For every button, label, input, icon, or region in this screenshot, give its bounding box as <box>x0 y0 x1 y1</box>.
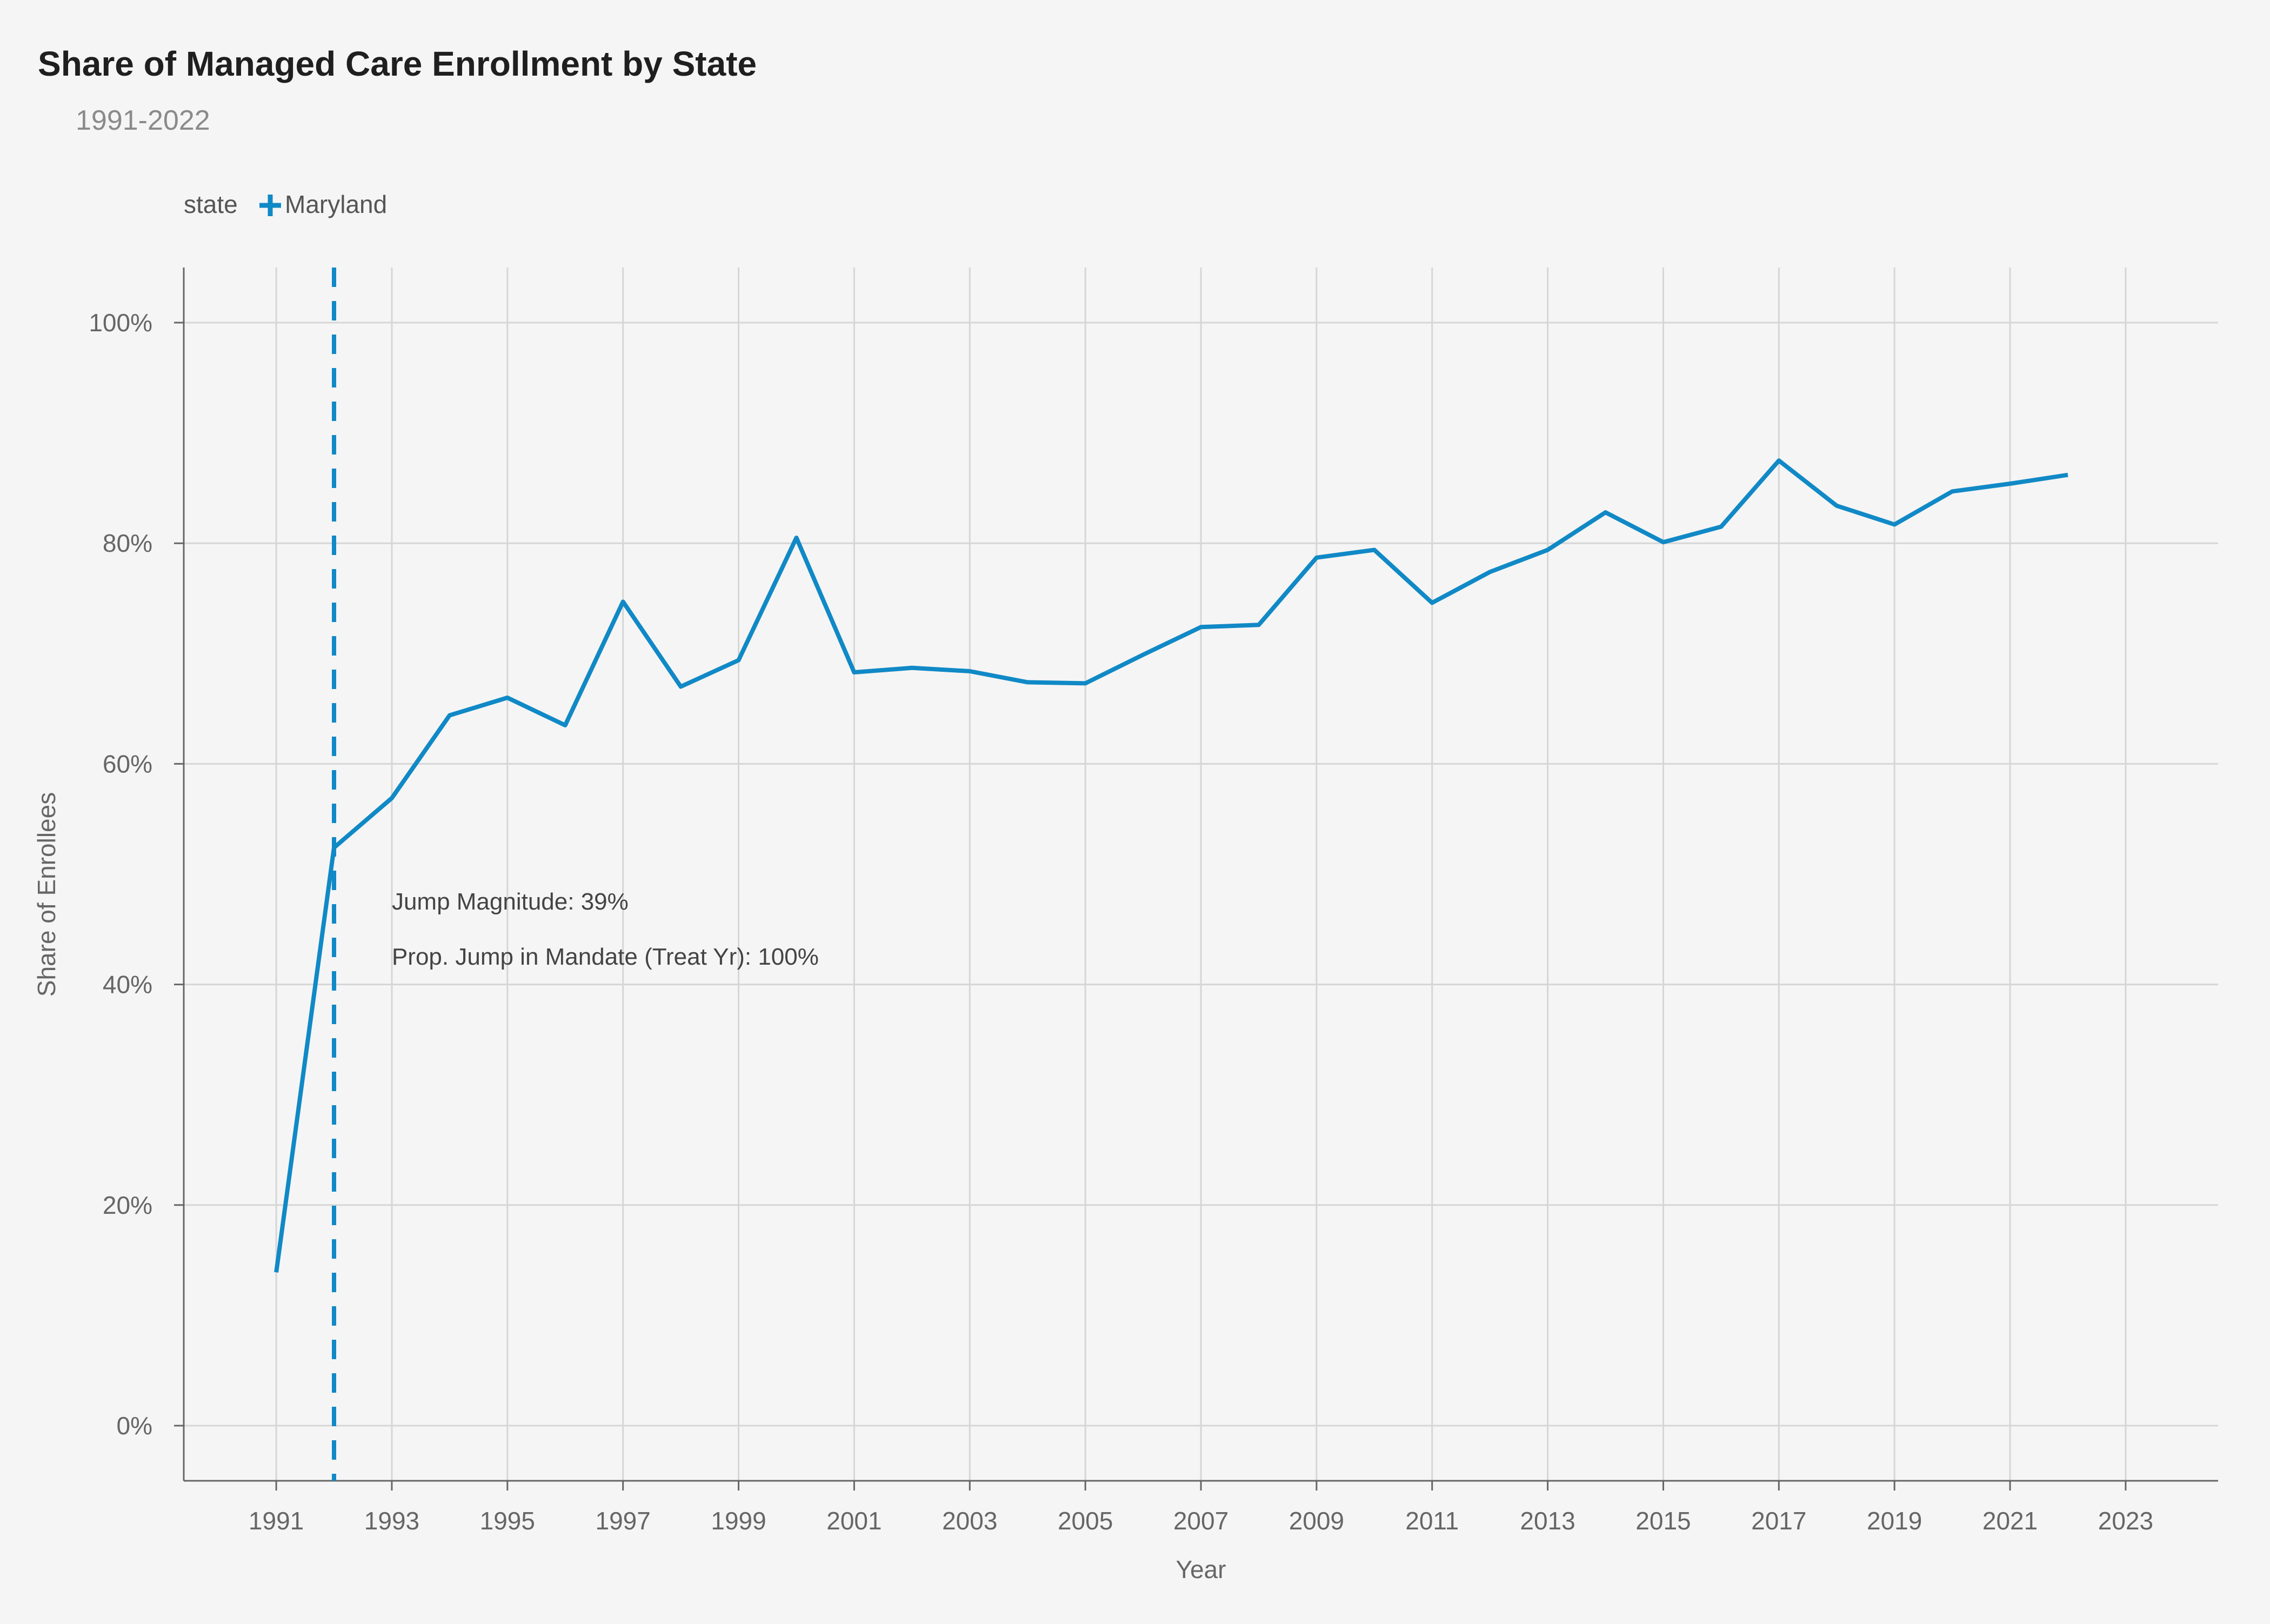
x-tick-label: 2009 <box>1289 1507 1344 1535</box>
x-tick-label: 1999 <box>711 1507 766 1535</box>
chart-title: Share of Managed Care Enrollment by Stat… <box>38 44 757 83</box>
x-tick-label: 2011 <box>1405 1507 1459 1535</box>
x-tick-label: 2015 <box>1635 1507 1691 1535</box>
y-axis-ticks: 0% 20% 40% 60% 80% 100% <box>89 309 184 1440</box>
x-tick-label: 2021 <box>1982 1507 2038 1535</box>
y-tick-label: 20% <box>103 1191 152 1219</box>
legend-marker <box>259 195 281 216</box>
series-layer <box>274 458 2068 1273</box>
y-axis-label: Share of Enrollees <box>32 792 61 997</box>
x-tick-label: 2001 <box>826 1507 882 1535</box>
y-tick-label: 40% <box>103 971 152 999</box>
legend: state Maryland <box>184 190 387 218</box>
legend-label: Maryland <box>285 190 387 218</box>
x-tick-label: 1993 <box>364 1507 419 1535</box>
x-tick-label: 2019 <box>1867 1507 1922 1535</box>
y-tick-label: 60% <box>103 750 152 778</box>
y-tick-label: 0% <box>117 1412 152 1440</box>
grid <box>184 268 2218 1481</box>
y-tick-label: 80% <box>103 529 152 557</box>
x-tick-label: 1991 <box>249 1507 304 1535</box>
x-tick-label: 2003 <box>942 1507 997 1535</box>
series-line-maryland <box>274 458 2068 1273</box>
chart-subtitle: 1991-2022 <box>76 105 210 136</box>
x-axis-ticks: 1991 1993 1995 1997 1999 2001 2003 2005 2007 2009… <box>249 1481 2153 1535</box>
x-tick-label: 1997 <box>596 1507 651 1535</box>
x-tick-label: 2007 <box>1173 1507 1229 1535</box>
x-tick-label: 1995 <box>480 1507 535 1535</box>
x-tick-label: 2023 <box>2098 1507 2153 1535</box>
annotation-text: Prop. Jump in Mandate (Treat Yr): 100% <box>392 944 819 970</box>
y-tick-label: 100% <box>89 309 152 337</box>
annotations: Jump Magnitude: 39% Prop. Jump in Mandate… <box>392 888 819 970</box>
legend-title: state <box>184 190 238 218</box>
x-tick-label: 2005 <box>1058 1507 1113 1535</box>
annotation-text: Jump Magnitude: 39% <box>392 888 629 915</box>
x-tick-label: 2017 <box>1751 1507 1806 1535</box>
x-axis-label: Year <box>1176 1555 1226 1583</box>
x-tick-label: 2013 <box>1520 1507 1575 1535</box>
